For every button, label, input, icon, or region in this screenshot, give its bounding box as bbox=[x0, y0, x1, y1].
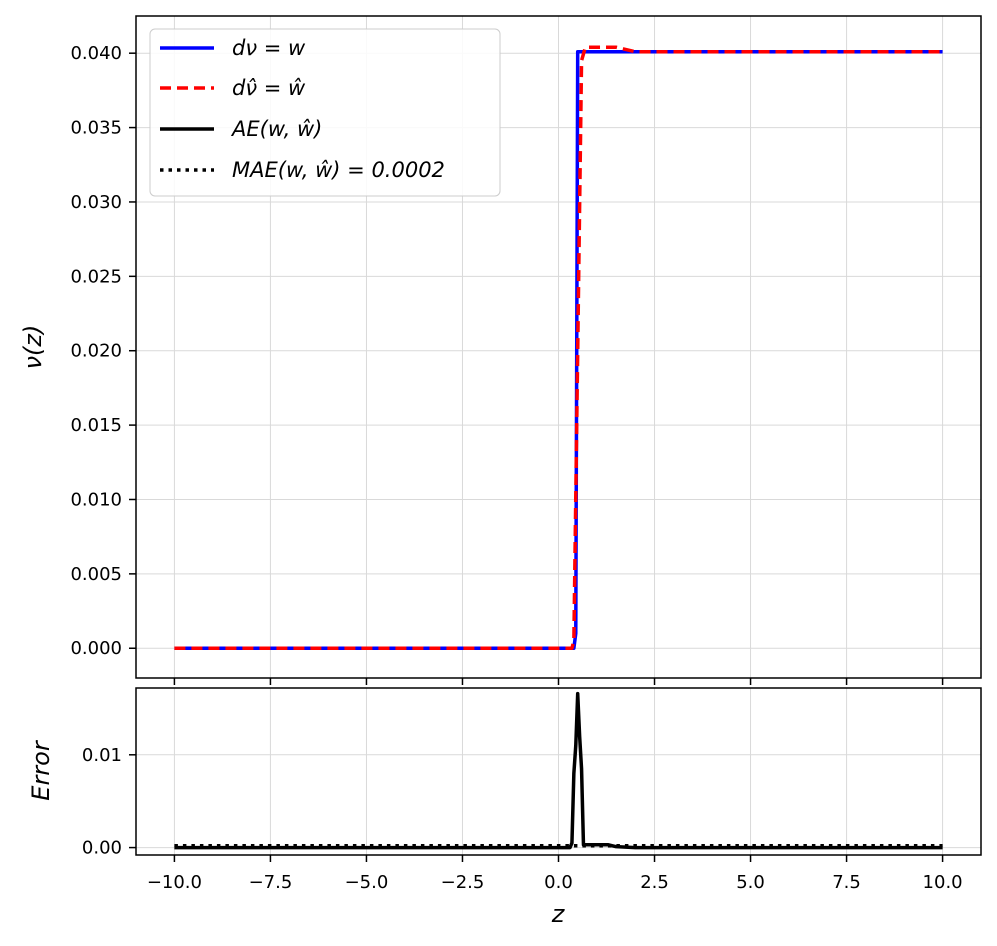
top-y-tick-label-5: 0.025 bbox=[70, 266, 122, 287]
x-tick-label-5: 2.5 bbox=[640, 872, 669, 893]
top-series-1-d bbox=[174, 45, 943, 650]
bottom-series bbox=[174, 691, 943, 850]
legend: dν = w dν̂ = ŵ AE(w, ŵ) MAE(w, ŵ) = 0.00… bbox=[149, 28, 501, 197]
x-tick-label-8: 10.0 bbox=[923, 872, 963, 893]
x-tick-label-0: −10.0 bbox=[147, 872, 202, 893]
bottom-y-tick-label-0: 0.00 bbox=[82, 838, 122, 859]
x-tick-label-6: 5.0 bbox=[736, 872, 765, 893]
x-tick-label-7: 7.5 bbox=[832, 872, 861, 893]
top-y-tick-label-0: 0.000 bbox=[70, 638, 122, 659]
legend-label-dnuhat: dν̂ = ŵ bbox=[232, 76, 306, 100]
top-y-tick-label-1: 0.005 bbox=[70, 564, 122, 585]
x-tick-label-3: −2.5 bbox=[441, 872, 485, 893]
top-y-tick-label-3: 0.015 bbox=[70, 415, 122, 436]
top-y-tick-label-4: 0.020 bbox=[70, 341, 122, 362]
top-series bbox=[174, 45, 943, 650]
x-axis-label: z bbox=[551, 900, 566, 928]
top-y-tick-label-8: 0.040 bbox=[70, 43, 122, 64]
legend-label-ae: AE(w, ŵ) bbox=[230, 117, 322, 141]
top-y-tick-label-6: 0.030 bbox=[70, 192, 122, 213]
top-y-tick-label-2: 0.010 bbox=[70, 489, 122, 510]
x-tick-label-1: −7.5 bbox=[249, 872, 293, 893]
legend-label-mae: MAE(w, ŵ) = 0.0002 bbox=[232, 158, 445, 182]
top-y-axis-label: ν(z) bbox=[19, 325, 47, 370]
legend-item-ae: AE(w, ŵ) bbox=[160, 117, 322, 141]
legend-label-dnu: dν = w bbox=[232, 36, 306, 60]
bottom-y-axis-label: Error bbox=[27, 739, 55, 801]
top-ticks: 0.000 0.005 0.010 0.015 0.020 0.025 0.030 0.035… bbox=[70, 43, 944, 685]
x-tick-label-4: 0.0 bbox=[544, 872, 573, 893]
top-grid bbox=[136, 16, 981, 678]
legend-item-dnuhat: dν̂ = ŵ bbox=[160, 76, 306, 100]
legend-item-mae: MAE(w, ŵ) = 0.0002 bbox=[160, 158, 445, 182]
top-panel: 0.000 0.005 0.010 0.015 0.020 0.025 0.030 0.035… bbox=[19, 15, 982, 685]
bottom-panel: −10.0 −7.5 −5.0 −2.5 0.0 2.5 5.0 7.5 10.0 0.00 0.0… bbox=[27, 687, 982, 928]
bottom-y-tick-label-1: 0.01 bbox=[82, 745, 122, 766]
bottom-ticks: −10.0 −7.5 −5.0 −2.5 0.0 2.5 5.0 7.5 10.0 0.00 0.0… bbox=[82, 745, 963, 893]
x-tick-label-2: −5.0 bbox=[345, 872, 389, 893]
bottom-grid bbox=[136, 688, 981, 855]
legend-item-dnu: dν = w bbox=[160, 36, 306, 60]
top-y-tick-label-7: 0.035 bbox=[70, 118, 122, 139]
bottom-series-0-ae-w bbox=[174, 691, 943, 850]
legend-box bbox=[149, 28, 501, 197]
